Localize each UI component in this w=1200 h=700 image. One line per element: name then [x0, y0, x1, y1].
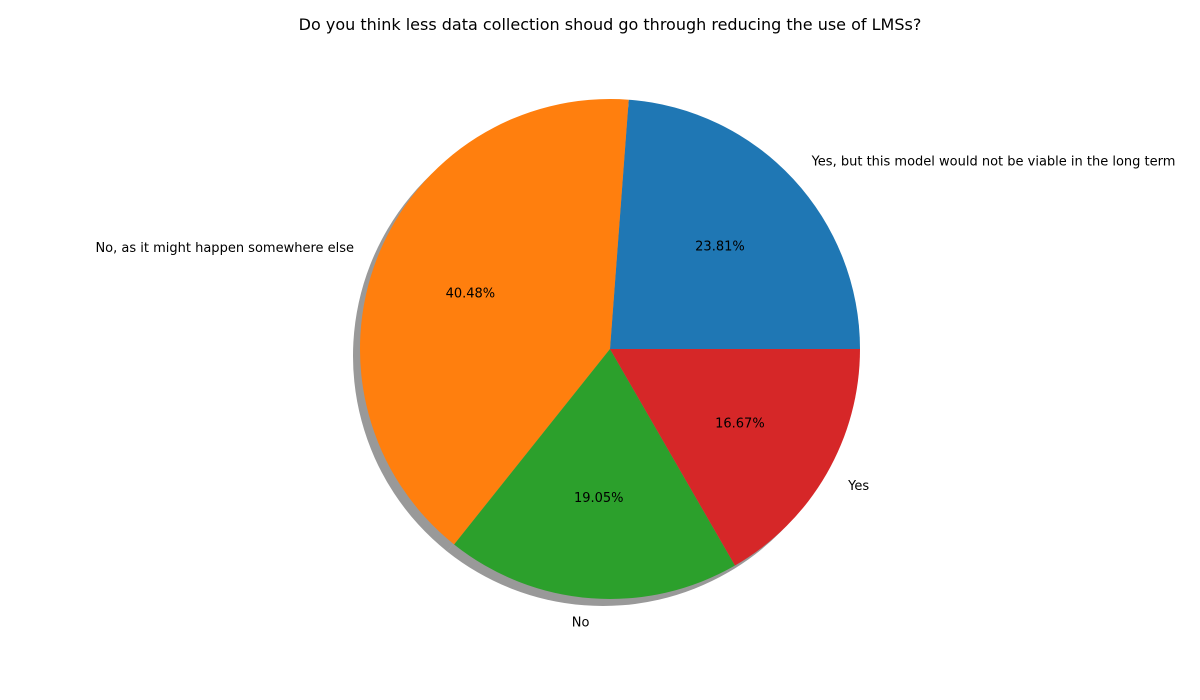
slice-label-1: Yes, but this model would not be viable … — [811, 154, 1176, 169]
pie-labels: Yes, but this model would not be viable … — [95, 154, 1175, 630]
percent-label-2: 40.48% — [446, 287, 496, 302]
pie-slices — [359, 98, 860, 600]
chart-title: Do you think less data collection shoud … — [299, 15, 922, 34]
pie-slice-3 — [454, 349, 735, 600]
pie-slice-1 — [610, 99, 860, 349]
percent-label-4: 16.67% — [715, 417, 765, 432]
pie-slice-4 — [610, 349, 860, 566]
percent-label-3: 19.05% — [574, 491, 624, 506]
slice-label-2: No, as it might happen somewhere else — [95, 241, 354, 256]
percent-label-1: 23.81% — [695, 239, 745, 254]
slice-label-4: Yes — [847, 479, 869, 494]
pie-slice-2 — [359, 98, 629, 545]
slice-label-3: No — [572, 616, 590, 631]
